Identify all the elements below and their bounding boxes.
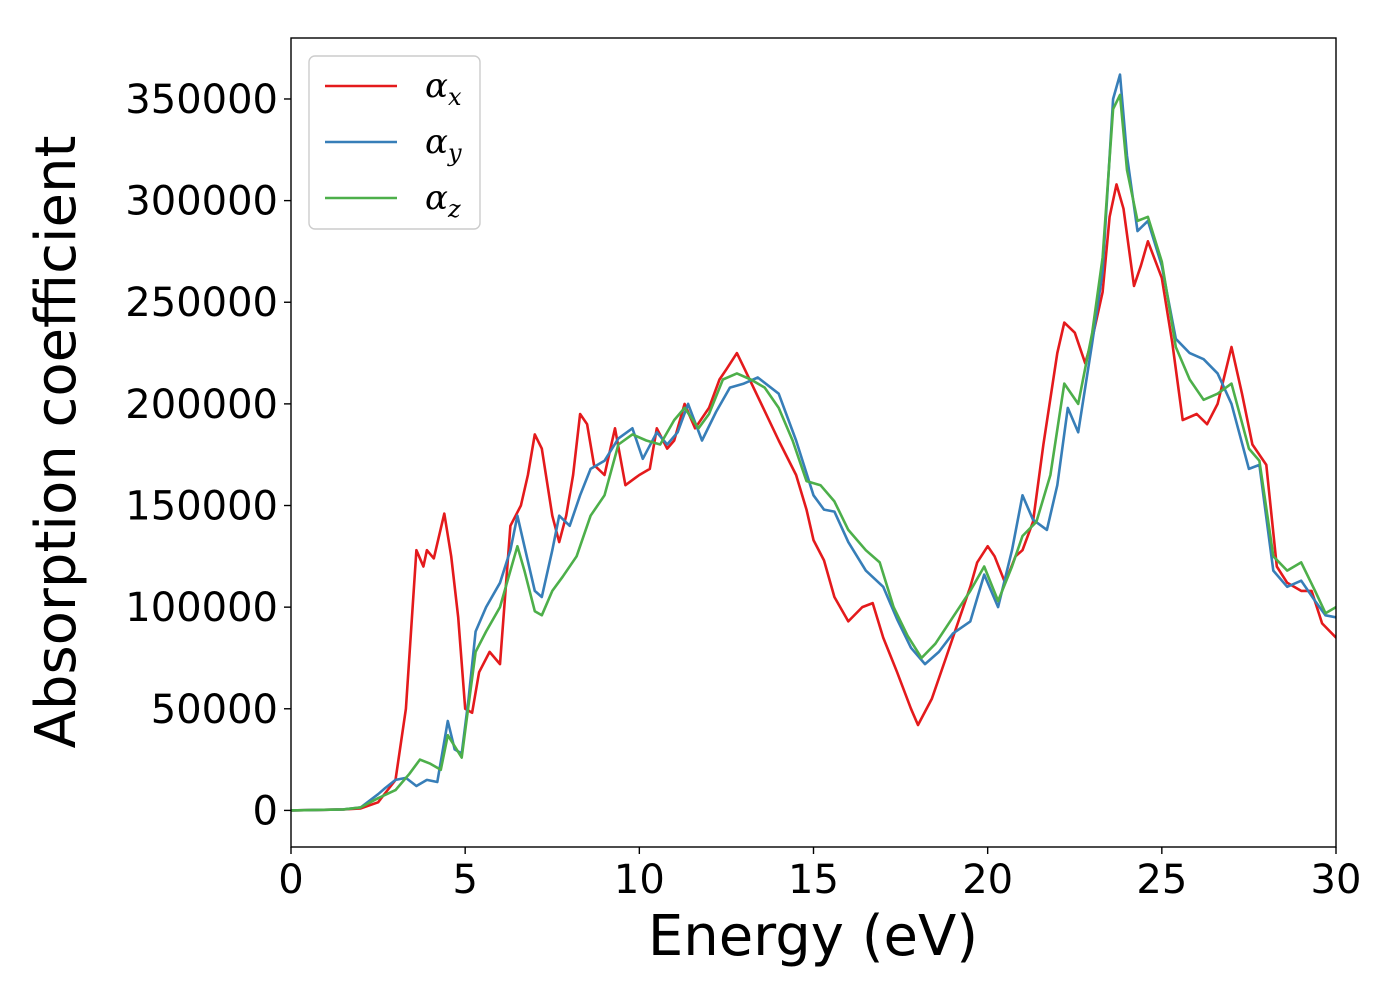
series-layer <box>291 73 1336 812</box>
y-tick-label: 0 <box>253 788 278 834</box>
y-tick-label: 100000 <box>125 585 278 631</box>
x-axis: 0 5 10 15 20 25 30 <box>278 847 1361 903</box>
x-axis-title: Energy (eV) <box>648 904 978 969</box>
x-tick-label: 5 <box>452 857 477 903</box>
y-tick-label: 350000 <box>125 77 278 123</box>
series-line-z <box>291 93 1336 812</box>
legend: αx αy αz <box>308 55 481 230</box>
y-axis: 0 50000 100000 150000 200000 250000 300000 3500… <box>125 77 291 834</box>
series-line-x <box>291 183 1336 812</box>
legend-label-y: αy <box>425 122 462 167</box>
x-tick-label: 0 <box>278 857 303 903</box>
y-tick-label: 50000 <box>151 687 278 733</box>
y-axis-title: Absorption coefficient <box>24 136 89 749</box>
legend-label-z: αz <box>425 178 461 223</box>
x-tick-label: 10 <box>614 857 665 903</box>
y-tick-label: 200000 <box>125 382 278 428</box>
y-tick-label: 300000 <box>125 179 278 225</box>
x-tick-label: 30 <box>1311 857 1362 903</box>
x-tick-label: 15 <box>788 857 839 903</box>
x-tick-label: 20 <box>962 857 1013 903</box>
legend-label-x: αx <box>425 66 462 111</box>
y-tick-label: 250000 <box>125 280 278 326</box>
y-tick-label: 150000 <box>125 484 278 530</box>
x-tick-label: 25 <box>1136 857 1187 903</box>
